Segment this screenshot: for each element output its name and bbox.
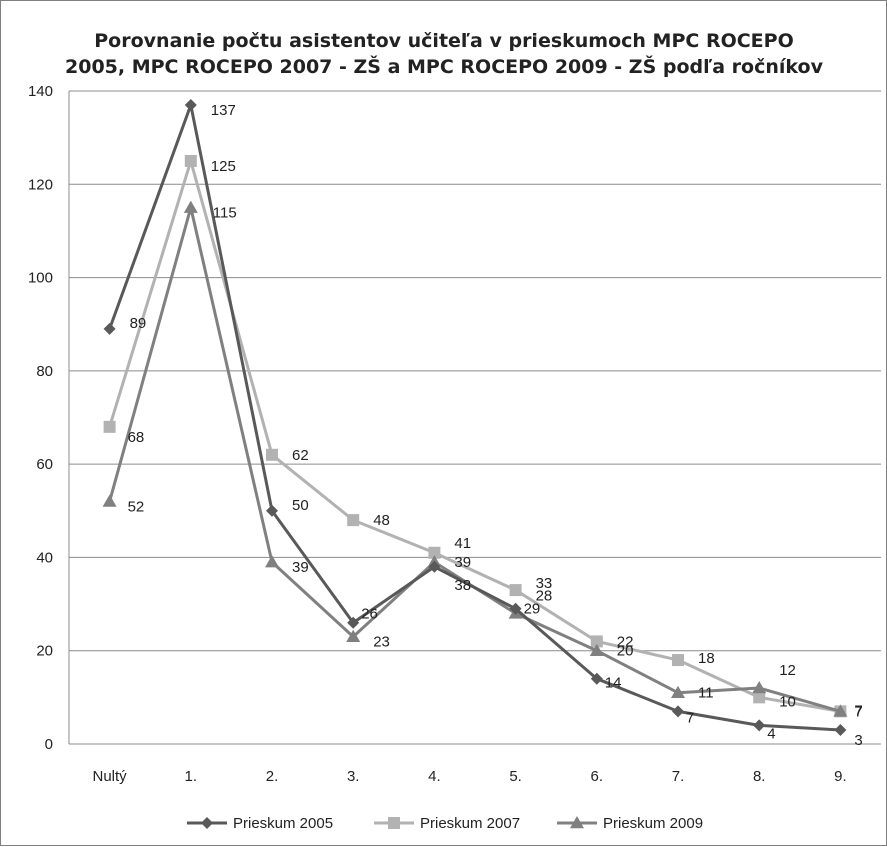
y-tick-label: 100 xyxy=(28,270,53,287)
data-point xyxy=(183,200,198,213)
data-point xyxy=(428,560,441,573)
x-tick-label: 9. xyxy=(834,768,847,785)
data-label: 68 xyxy=(128,429,145,446)
data-point xyxy=(184,154,197,167)
y-tick-label: 0 xyxy=(45,736,53,753)
data-label: 14 xyxy=(605,675,622,692)
data-label: 10 xyxy=(779,693,796,710)
y-tick-label: 20 xyxy=(36,643,53,660)
data-point xyxy=(833,704,848,717)
data-label: 3 xyxy=(854,732,862,749)
series-line xyxy=(108,103,841,732)
data-label: 7 xyxy=(854,702,862,719)
series-line xyxy=(108,206,841,713)
x-tick-label: 4. xyxy=(428,768,441,785)
series-group xyxy=(102,98,848,737)
data-label: 7 xyxy=(854,703,862,720)
data-label: 50 xyxy=(292,497,309,514)
data-label: 62 xyxy=(292,447,309,464)
y-tick-label: 40 xyxy=(36,549,53,566)
x-tick-label: 3. xyxy=(347,768,360,785)
data-label: 4 xyxy=(767,725,775,742)
data-label: 125 xyxy=(211,158,236,175)
data-point xyxy=(103,420,116,433)
data-point xyxy=(672,654,684,667)
data-label: 7 xyxy=(686,709,694,726)
y-tick-label: 80 xyxy=(36,363,53,380)
y-tick-label: 60 xyxy=(36,456,53,473)
chart-title-line-1: Porovnanie počtu asistentov učiteľa v pr… xyxy=(94,30,793,52)
data-point xyxy=(102,494,117,507)
legend-label: Prieskum 2005 xyxy=(233,815,333,832)
legend-marker xyxy=(388,817,400,829)
x-tick-label: 1. xyxy=(185,768,198,785)
series-1 xyxy=(103,154,847,718)
data-label: 11 xyxy=(698,685,714,702)
data-point xyxy=(671,685,685,698)
legend-marker xyxy=(201,817,213,829)
data-point xyxy=(672,705,684,718)
data-label: 22 xyxy=(617,633,634,650)
data-point xyxy=(753,719,766,732)
y-tick-label: 120 xyxy=(28,176,53,193)
legend-marker xyxy=(570,816,584,829)
data-point xyxy=(103,322,116,335)
legend-label: Prieskum 2009 xyxy=(603,815,703,832)
gridlines xyxy=(69,90,881,652)
data-labels: 89 137 50 26 38 29 14 7 4 3 68 125 62 48 41 33 22 18 10 7 52… xyxy=(128,102,863,749)
data-label: 115 xyxy=(213,205,237,222)
legend-label: Prieskum 2007 xyxy=(420,815,520,832)
data-point xyxy=(265,555,279,568)
data-label: 20 xyxy=(617,643,634,660)
data-point xyxy=(834,724,847,737)
x-tick-label: 6. xyxy=(591,768,604,785)
data-point xyxy=(184,98,197,111)
legend-entry: Prieskum 2005 xyxy=(187,815,333,832)
y-tick-label: 140 xyxy=(28,83,53,100)
data-point xyxy=(266,504,278,517)
data-label: 23 xyxy=(373,634,390,651)
data-point xyxy=(266,448,278,461)
data-label: 41 xyxy=(454,535,471,552)
data-label: 52 xyxy=(128,498,145,515)
data-point xyxy=(590,635,603,648)
data-label: 38 xyxy=(454,577,471,594)
data-point xyxy=(589,643,604,656)
axes: 0 20 40 60 80 100 120 140 Nultý 1. 2. 3. 4. 5. 6. 7. 8. 9… xyxy=(28,83,881,785)
data-point xyxy=(753,691,766,704)
legend: Prieskum 2005 Prieskum 2007 Prieskum 2009 xyxy=(187,815,703,832)
data-point xyxy=(590,672,603,685)
data-point xyxy=(347,616,360,629)
data-label: 29 xyxy=(524,601,541,618)
legend-entry: Prieskum 2009 xyxy=(557,815,703,832)
data-label: 137 xyxy=(211,102,236,119)
data-label: 48 xyxy=(373,512,390,529)
x-tick-label: 7. xyxy=(672,768,685,785)
data-point xyxy=(509,584,522,597)
data-label: 39 xyxy=(454,554,471,571)
data-label: 28 xyxy=(536,587,553,604)
data-label: 12 xyxy=(779,662,796,679)
x-tick-label: 8. xyxy=(753,768,766,785)
chart-title-line-2: 2005, MPC ROCEPO 2007 - ZŠ a MPC ROCEPO … xyxy=(65,54,824,78)
data-point xyxy=(347,514,360,527)
data-point xyxy=(346,629,361,642)
data-label: 26 xyxy=(361,606,378,623)
x-tick-label: Nultý xyxy=(93,768,128,785)
data-point xyxy=(428,546,441,559)
data-label: 18 xyxy=(698,650,715,667)
data-label: 89 xyxy=(130,315,147,332)
data-label: 33 xyxy=(536,575,553,592)
series-0 xyxy=(103,98,847,737)
data-point xyxy=(752,681,767,694)
legend-entry: Prieskum 2007 xyxy=(374,815,520,832)
x-tick-label: 5. xyxy=(509,768,522,785)
data-label: 39 xyxy=(292,559,309,576)
x-tick-label: 2. xyxy=(266,768,279,785)
